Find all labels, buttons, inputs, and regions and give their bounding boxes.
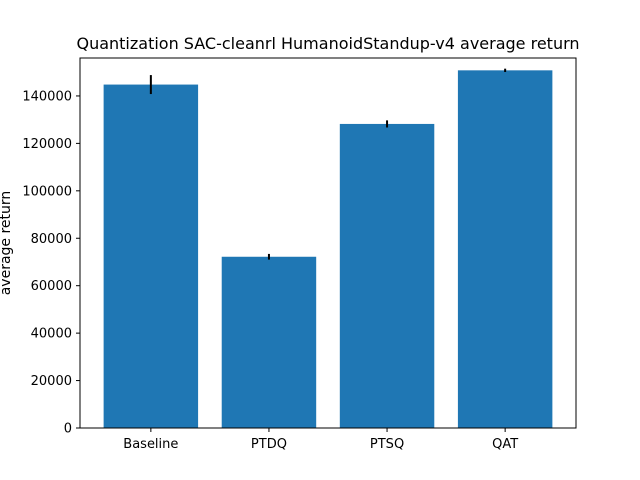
y-tick-label-60000: 60000 (31, 279, 72, 294)
x-tick-label-baseline: Baseline (123, 437, 178, 452)
x-axis-ticks: Baseline PTDQ PTSQ QAT (123, 428, 518, 452)
y-tick-label-0: 0 (64, 422, 72, 437)
y-axis-label: average return (0, 191, 14, 296)
x-tick-label-ptdq: PTDQ (251, 437, 287, 452)
y-tick-label-40000: 40000 (31, 327, 72, 342)
x-tick-label-ptsq: PTSQ (370, 437, 404, 452)
error-bars-layer (149, 68, 507, 260)
y-tick-label-120000: 120000 (22, 137, 72, 152)
chart-title: Quantization SAC-cleanrl HumanoidStandup… (76, 34, 579, 53)
bar-baseline (103, 84, 199, 429)
y-tick-label-100000: 100000 (22, 184, 72, 199)
x-tick-label-qat: QAT (492, 437, 518, 452)
y-tick-label-140000: 140000 (22, 89, 72, 104)
bar-qat (457, 70, 553, 428)
bars-layer (103, 70, 553, 429)
bar-ptsq (339, 123, 435, 428)
y-tick-label-80000: 80000 (31, 232, 72, 247)
plot-frame (79, 57, 577, 429)
y-tick-label-20000: 20000 (31, 374, 72, 389)
bar-ptdq (221, 256, 317, 428)
y-axis-ticks: 0 20000 40000 60000 80000 100000 120000 140000 (22, 89, 80, 437)
